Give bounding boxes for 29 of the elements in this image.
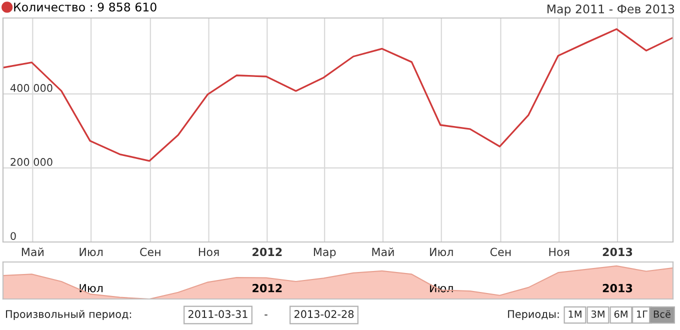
x-tick-label: Июл (80, 284, 103, 292)
x-tick-label: 2012 (252, 284, 282, 292)
chart-subtitle: Мар 2011 - Фев 2013 (548, 4, 674, 16)
y-tick-label: 0 (10, 232, 16, 240)
x-tick-label: Ноя (198, 248, 219, 256)
text: Всё (654, 310, 670, 318)
legend-label: Количество : 9 858 610 (14, 2, 156, 12)
text: 2011-03-31 (188, 310, 248, 318)
text: Периоды: (508, 310, 559, 320)
text: - (264, 314, 268, 316)
text: 2013-02-28 (294, 310, 354, 318)
x-tick-label: Сен (490, 248, 511, 256)
x-tick-label: 2013 (602, 284, 632, 292)
text: Произвольный период: (6, 310, 132, 320)
x-tick-label: Ноя (549, 248, 570, 256)
x-tick-label: Мар (314, 248, 336, 258)
x-tick-label: 2012 (252, 248, 282, 256)
x-tick-label: Июл (80, 248, 103, 256)
x-tick-label: Май (22, 248, 44, 256)
text: 1Г (637, 310, 648, 318)
x-tick-label: Май (372, 248, 394, 256)
x-tick-label: Сен (140, 248, 160, 256)
x-tick-label: Июл (430, 248, 453, 256)
x-tick-label: 2013 (602, 248, 632, 256)
y-tick-label: 400 000 (10, 84, 52, 92)
text: 6М (614, 310, 628, 318)
text: 1М (568, 310, 582, 318)
y-tick-label: 200 000 (10, 158, 52, 166)
text: 3М (591, 310, 604, 318)
